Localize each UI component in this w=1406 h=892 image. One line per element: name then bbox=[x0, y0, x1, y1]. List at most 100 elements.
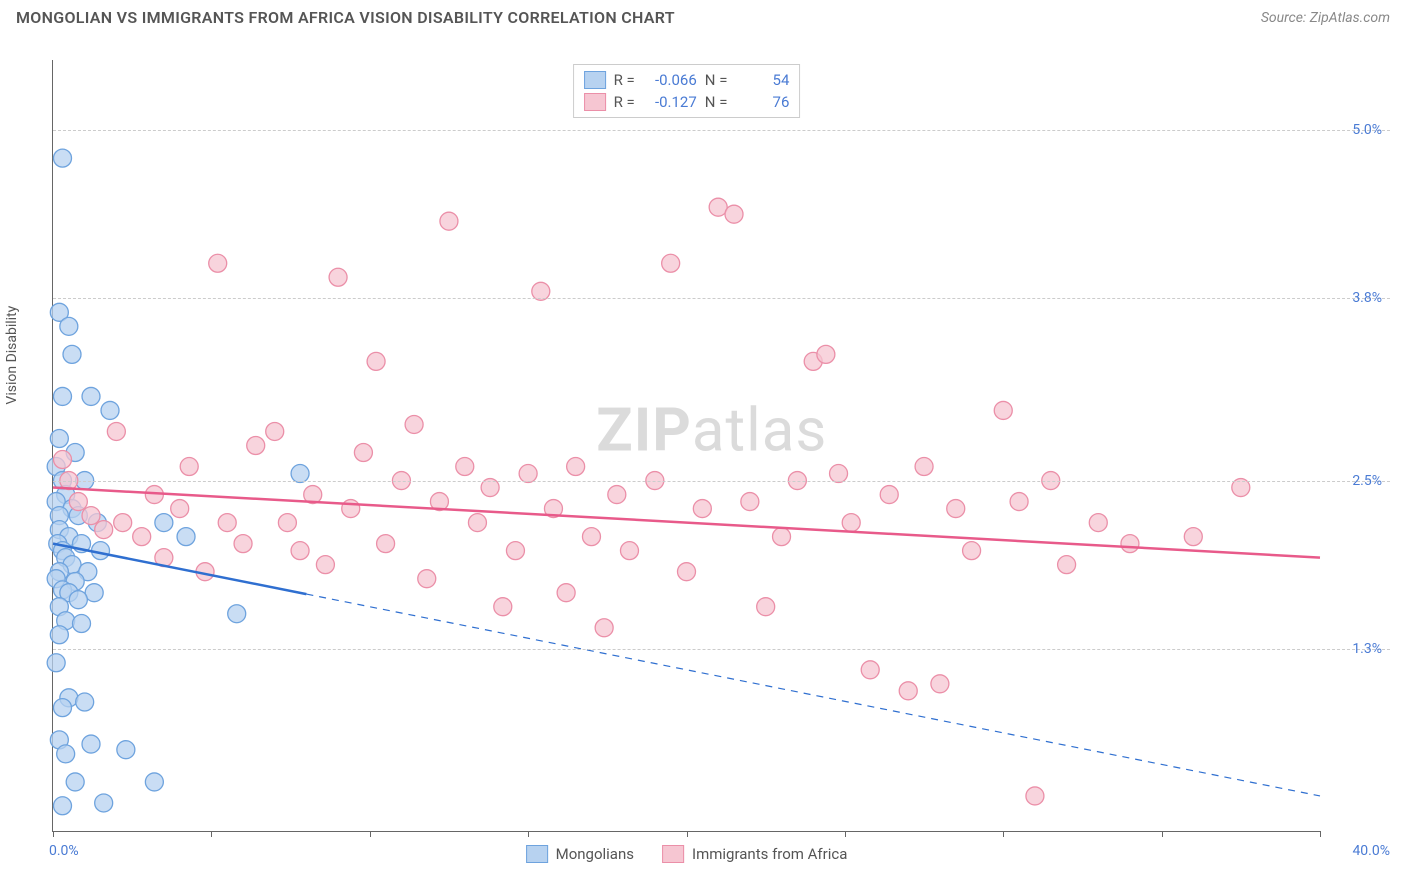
data-point bbox=[595, 619, 613, 637]
data-point bbox=[405, 415, 423, 433]
y-tick-label: 3.8% bbox=[1352, 290, 1382, 306]
data-point bbox=[133, 528, 151, 546]
data-point bbox=[180, 458, 198, 476]
data-point bbox=[557, 584, 575, 602]
x-tick bbox=[370, 831, 371, 837]
data-point bbox=[915, 458, 933, 476]
data-point bbox=[1058, 556, 1076, 574]
data-point bbox=[107, 422, 125, 440]
r-value-africa: -0.127 bbox=[643, 93, 697, 111]
x-max-label: 40.0% bbox=[1352, 843, 1390, 859]
data-point bbox=[861, 661, 879, 679]
x-tick bbox=[1003, 831, 1004, 837]
data-point bbox=[1026, 787, 1044, 805]
data-point bbox=[278, 514, 296, 532]
regression-line-extrapolated bbox=[306, 594, 1320, 796]
x-tick bbox=[1162, 831, 1163, 837]
x-tick bbox=[845, 831, 846, 837]
data-point bbox=[63, 345, 81, 363]
grid-line bbox=[53, 649, 1390, 650]
data-point bbox=[620, 542, 638, 560]
data-point bbox=[73, 615, 91, 633]
chart-container: Vision Disability R = -0.066 N = 54 R = … bbox=[40, 40, 1390, 852]
source-attribution: Source: ZipAtlas.com bbox=[1261, 10, 1390, 26]
plot-area: R = -0.066 N = 54 R = -0.127 N = 76 ZIPa… bbox=[52, 60, 1320, 832]
legend-label-mongolians: Mongolians bbox=[556, 845, 634, 863]
data-point bbox=[177, 528, 195, 546]
data-point bbox=[377, 535, 395, 553]
data-point bbox=[662, 254, 680, 272]
legend-swatch-pink bbox=[662, 845, 684, 863]
y-tick-label: 1.3% bbox=[1352, 641, 1382, 657]
data-point bbox=[899, 682, 917, 700]
data-point bbox=[842, 514, 860, 532]
data-point bbox=[209, 254, 227, 272]
data-point bbox=[494, 598, 512, 616]
legend-swatch-blue bbox=[526, 845, 548, 863]
data-point bbox=[117, 741, 135, 759]
data-point bbox=[693, 500, 711, 518]
data-point bbox=[145, 773, 163, 791]
data-point bbox=[582, 528, 600, 546]
data-point bbox=[47, 654, 65, 672]
legend-label-africa: Immigrants from Africa bbox=[692, 845, 847, 863]
x-min-label: 0.0% bbox=[49, 843, 79, 859]
series-legend: Mongolians Immigrants from Africa bbox=[526, 845, 848, 863]
data-point bbox=[608, 486, 626, 504]
data-point bbox=[76, 693, 94, 711]
n-value-africa: 76 bbox=[735, 93, 789, 111]
data-point bbox=[567, 458, 585, 476]
data-point bbox=[95, 794, 113, 812]
n-label: N = bbox=[705, 93, 728, 111]
data-point bbox=[69, 493, 87, 511]
correlation-legend: R = -0.066 N = 54 R = -0.127 N = 76 bbox=[573, 64, 801, 118]
data-point bbox=[54, 451, 72, 469]
data-point bbox=[66, 773, 84, 791]
data-point bbox=[54, 387, 72, 405]
data-point bbox=[218, 514, 236, 532]
x-tick bbox=[1320, 831, 1321, 837]
y-axis-label: Vision Disability bbox=[4, 306, 20, 405]
data-point bbox=[247, 437, 265, 455]
data-point bbox=[329, 268, 347, 286]
legend-row-mongolians: R = -0.066 N = 54 bbox=[584, 69, 790, 91]
data-point bbox=[291, 542, 309, 560]
grid-line bbox=[53, 130, 1390, 131]
r-label: R = bbox=[614, 71, 635, 89]
data-point bbox=[994, 401, 1012, 419]
legend-swatch-blue bbox=[584, 71, 606, 89]
data-point bbox=[678, 563, 696, 581]
data-point bbox=[50, 626, 68, 644]
data-point bbox=[817, 345, 835, 363]
data-point bbox=[468, 514, 486, 532]
x-tick bbox=[211, 831, 212, 837]
y-tick-label: 5.0% bbox=[1352, 122, 1382, 138]
data-point bbox=[171, 500, 189, 518]
x-tick bbox=[53, 831, 54, 837]
scatter-plot bbox=[53, 60, 1320, 831]
data-point bbox=[367, 352, 385, 370]
data-point bbox=[60, 317, 78, 335]
x-tick bbox=[528, 831, 529, 837]
legend-item-africa: Immigrants from Africa bbox=[662, 845, 847, 863]
data-point bbox=[440, 212, 458, 230]
data-point bbox=[228, 605, 246, 623]
data-point bbox=[1184, 528, 1202, 546]
data-point bbox=[880, 486, 898, 504]
n-value-mongolians: 54 bbox=[735, 71, 789, 89]
data-point bbox=[963, 542, 981, 560]
data-point bbox=[1010, 493, 1028, 511]
data-point bbox=[82, 507, 100, 525]
n-label: N = bbox=[705, 71, 728, 89]
grid-line bbox=[53, 481, 1390, 482]
data-point bbox=[234, 535, 252, 553]
chart-title: MONGOLIAN VS IMMIGRANTS FROM AFRICA VISI… bbox=[16, 8, 675, 27]
data-point bbox=[95, 521, 113, 539]
data-point bbox=[69, 591, 87, 609]
data-point bbox=[316, 556, 334, 574]
data-point bbox=[266, 422, 284, 440]
data-point bbox=[101, 401, 119, 419]
data-point bbox=[1121, 535, 1139, 553]
y-tick-label: 2.5% bbox=[1352, 473, 1382, 489]
data-point bbox=[155, 514, 173, 532]
